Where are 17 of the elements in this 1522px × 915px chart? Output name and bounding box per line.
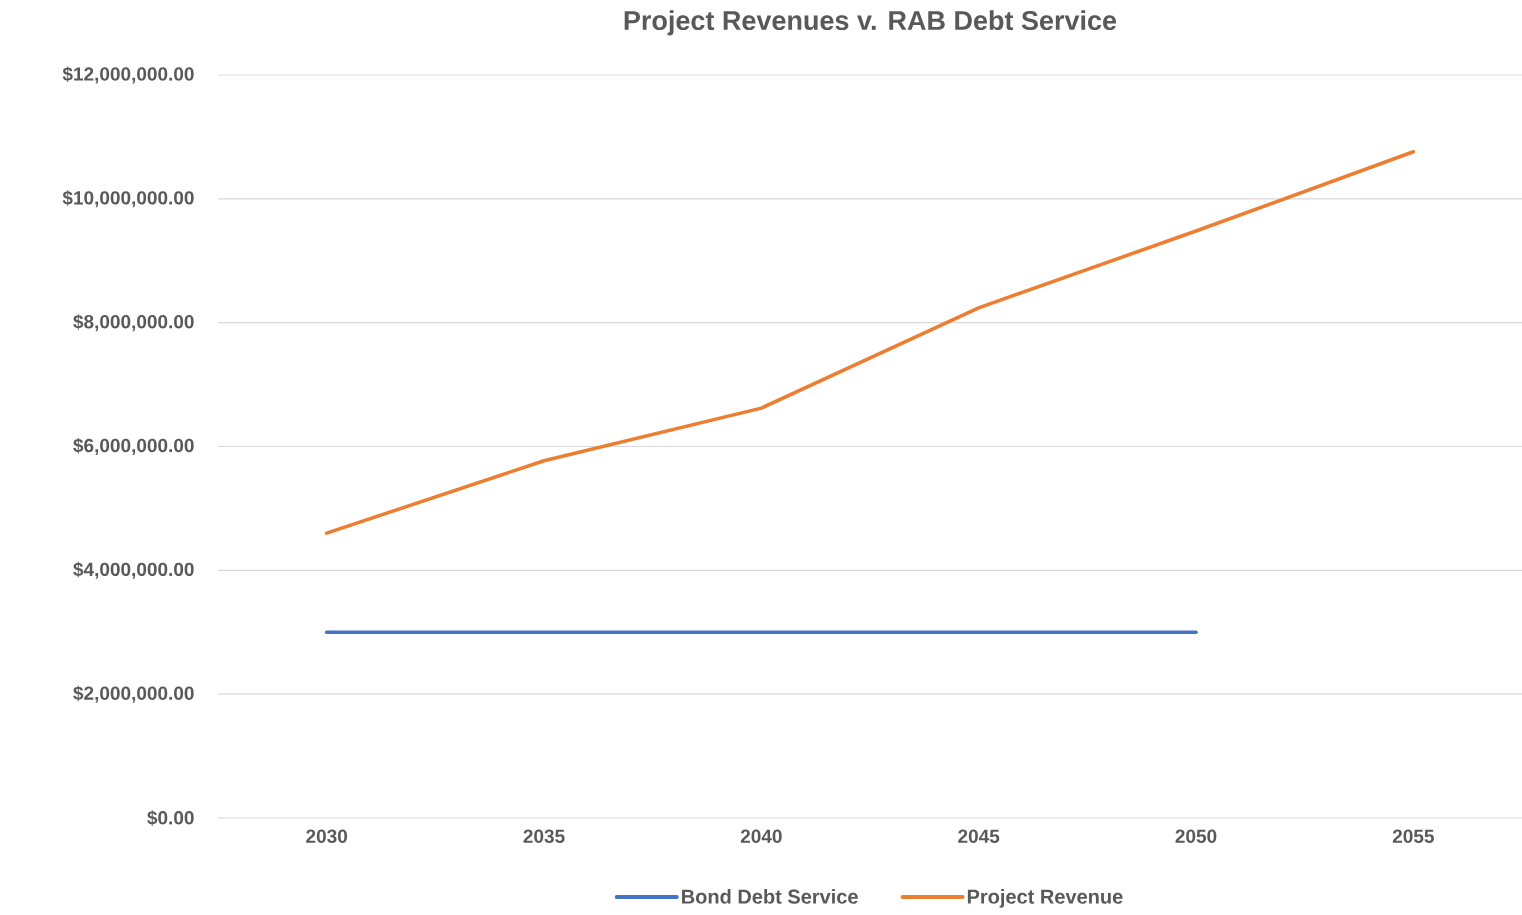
x-tick-label: 2040 bbox=[740, 829, 782, 843]
x-tick-label: 2035 bbox=[523, 829, 565, 844]
y-tick-label: $10,000,000.00 bbox=[62, 190, 194, 208]
x-tick-label: 2045 bbox=[958, 829, 1000, 843]
y-tick-label: $12,000,000.00 bbox=[62, 66, 194, 84]
legend-label: Project Revenue bbox=[967, 889, 1123, 908]
legend-label: Bond Debt Service bbox=[682, 889, 858, 904]
x-tick-label: 2050 bbox=[1175, 829, 1217, 843]
x-tick-label: 2030 bbox=[306, 829, 348, 844]
chart-title: Project Revenues v. RAB Debt Service bbox=[624, 10, 1117, 36]
y-tick-label: $0.00 bbox=[147, 810, 194, 826]
line-series bbox=[324, 150, 1416, 535]
x-tick-label: 2055 bbox=[1392, 829, 1434, 843]
y-tick-label: $6,000,000.00 bbox=[73, 437, 194, 456]
y-tick-label: $8,000,000.00 bbox=[73, 314, 194, 332]
y-tick-label: $2,000,000.00 bbox=[73, 685, 194, 703]
y-tick-label: $4,000,000.00 bbox=[73, 561, 194, 579]
